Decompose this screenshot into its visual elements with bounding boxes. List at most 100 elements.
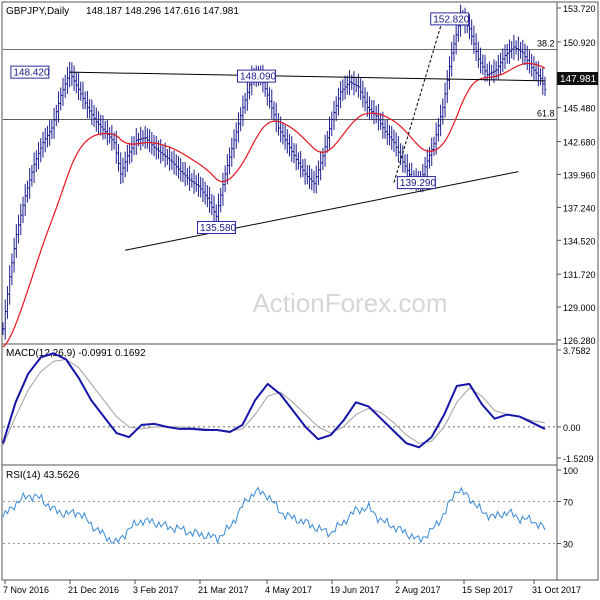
- ohlc-bar: [439, 104, 442, 137]
- ohlc-bar: [37, 141, 40, 170]
- ohlc-bar: [297, 152, 300, 170]
- price-y-tick-label: 126.280: [563, 336, 596, 346]
- price-y-tick-label: 134.520: [563, 236, 596, 246]
- ohlc-bar: [128, 142, 131, 165]
- price-y-tick-label: 145.480: [563, 104, 596, 114]
- ohlc-bar: [39, 138, 43, 163]
- ohlc-bar: [508, 39, 511, 64]
- price-y-tick-label: 131.720: [563, 270, 596, 280]
- ohlc-bar: [454, 23, 458, 55]
- ohlc-bar: [141, 130, 145, 147]
- macd-y-tick-label: -1.5209: [563, 454, 594, 464]
- ohlc-bar: [286, 129, 289, 154]
- ohlc-bar: [92, 105, 96, 128]
- ohlc-bar: [228, 147, 231, 175]
- ohlc-bar: [543, 76, 547, 96]
- ohlc-bar: [190, 173, 194, 188]
- ohlc-bar: [517, 36, 520, 61]
- ohlc-bar: [485, 63, 489, 82]
- ohlc-bar: [86, 90, 89, 119]
- ohlc-bar: [499, 52, 502, 76]
- ohlc-bar: [61, 77, 65, 106]
- rsi-y-tick-label: 30: [563, 540, 573, 550]
- ohlc-bar: [394, 132, 398, 157]
- rsi-y-tick-label: 70: [563, 498, 573, 508]
- ohlc-bar: [181, 162, 185, 183]
- ohlc-bar: [221, 172, 225, 206]
- ohlc-bar: [48, 120, 51, 146]
- ohlc-bar: [383, 119, 387, 139]
- ohlc-bar: [83, 91, 87, 110]
- macd-layer: [2, 352, 557, 449]
- ohlc-bar: [401, 145, 405, 173]
- ohlc-bar: [59, 87, 63, 111]
- ohlc-bar: [237, 112, 240, 143]
- price-y-tick-label: 137.240: [563, 203, 596, 213]
- ohlc-bar: [186, 167, 189, 186]
- x-axis-tick-label: 19 Jun 2017: [330, 585, 380, 595]
- price-annotation: 135.580: [196, 220, 237, 234]
- rsi-y-tick-label: 100: [563, 466, 578, 476]
- ohlc-bar: [72, 65, 76, 91]
- ohlc-bar: [161, 145, 165, 162]
- resistance-trendline: [69, 71, 546, 82]
- ohlc-bar: [339, 81, 342, 109]
- ohlc-bar: [206, 185, 209, 208]
- rsi-title: RSI(14) 43.5626: [6, 470, 80, 481]
- ohlc-bar: [374, 105, 378, 124]
- ohlc-bar: [341, 79, 345, 101]
- ohlc-bar: [119, 152, 123, 185]
- ohlc-bar: [312, 170, 316, 194]
- current-price-box: [557, 72, 598, 85]
- ohlc-bar: [68, 62, 71, 88]
- price-annotation: 139.290: [396, 176, 437, 190]
- ohlc-bar: [488, 61, 491, 86]
- macd-title: MACD(12,26,9) -0.0991 0.1692: [6, 348, 146, 359]
- ohlc-bar: [41, 131, 45, 158]
- scale-frame: [556, 1, 599, 581]
- ohlc-bar: [143, 126, 147, 149]
- ohlc-bar: [441, 98, 445, 125]
- x-axis-tick-label: 3 Feb 2017: [133, 585, 179, 595]
- ohlc-bar: [352, 71, 356, 96]
- ohlc-bar: [326, 130, 329, 153]
- ohlc-bar: [290, 136, 294, 162]
- ohlc-bar: [314, 165, 318, 194]
- price-annotation-label: 148.090: [240, 72, 277, 83]
- ohlc-bar: [188, 165, 191, 191]
- ohlc-bar: [23, 183, 27, 217]
- ohlc-bar: [323, 134, 327, 167]
- price-annotation-box: [10, 65, 50, 79]
- ohlc-bar: [277, 113, 280, 136]
- ohlc-bar: [192, 169, 196, 194]
- chart-ohlc-label: 148.187 148.296 147.616 147.981: [86, 6, 239, 17]
- ohlc-bar: [403, 154, 407, 173]
- ohlc-bar: [55, 104, 58, 127]
- fib-level-label: 61.8: [537, 109, 555, 119]
- ohlc-bar: [170, 151, 174, 170]
- price-annotation: 148.420: [10, 65, 50, 79]
- ohlc-bar: [377, 103, 380, 131]
- ohlc-bar: [19, 203, 23, 236]
- current-price-label: 147.981: [560, 74, 597, 85]
- ohlc-bar: [343, 75, 347, 100]
- ohlc-bar: [219, 187, 222, 213]
- ohlc-bar: [397, 136, 400, 163]
- price-annotation-label: 152.820: [433, 14, 470, 25]
- ohlc-bar: [35, 150, 38, 173]
- macd-line: [2, 352, 546, 449]
- watermark: ActionForex.com: [252, 288, 447, 318]
- ohlc-bar: [79, 81, 83, 101]
- ohlc-bar: [443, 82, 447, 118]
- ohlc-bar: [179, 158, 183, 182]
- ohlc-bar: [134, 128, 138, 155]
- ohlc-bar: [43, 128, 47, 153]
- price-annotation-label: 139.290: [400, 178, 437, 189]
- ohlc-bar: [194, 175, 198, 192]
- ohlc-bar: [528, 49, 531, 74]
- ohlc-bar: [223, 165, 227, 193]
- price-y-tick-label: 150.920: [563, 38, 596, 48]
- ohlc-bar: [272, 101, 276, 121]
- ohlc-bar: [183, 162, 187, 187]
- ohlc-bar: [521, 39, 525, 64]
